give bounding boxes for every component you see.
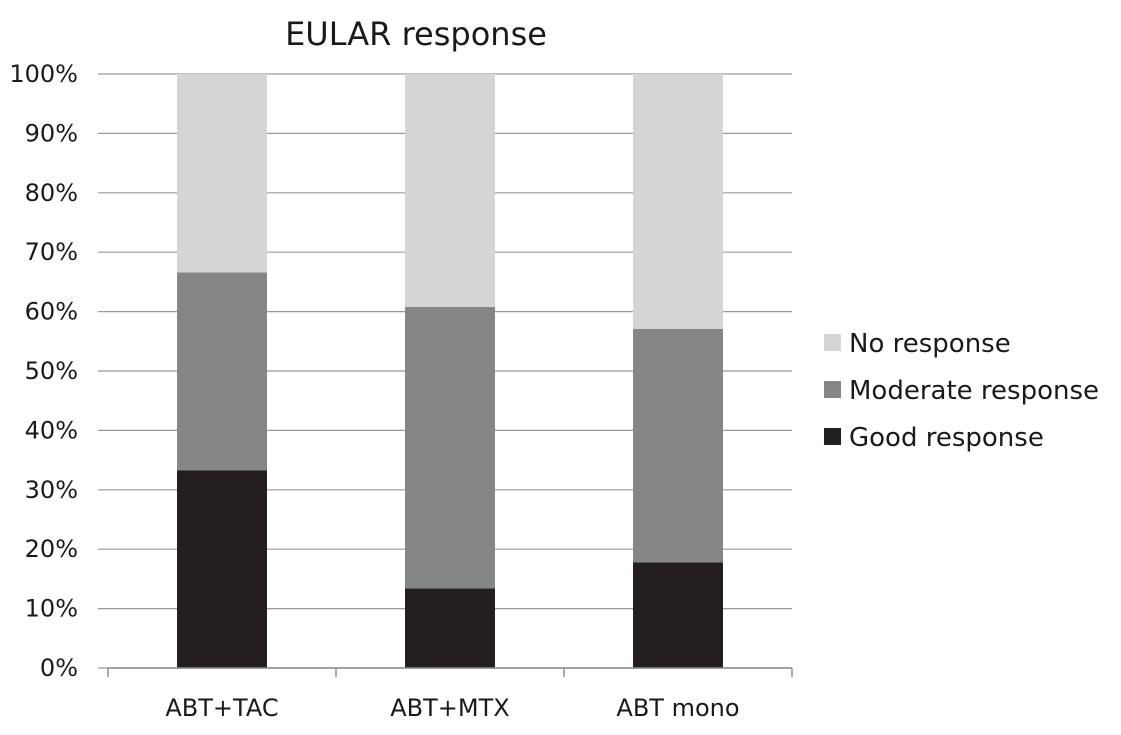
y-tick-label: 50% xyxy=(25,357,78,385)
x-axis xyxy=(107,667,793,677)
bar-segment-no-response xyxy=(177,74,267,273)
x-category-label: ABT+TAC xyxy=(165,694,278,722)
legend-swatch xyxy=(824,381,841,398)
chart-title: EULAR response xyxy=(285,15,547,53)
bar-segment-moderate-response xyxy=(177,272,267,471)
x-category-label: ABT+MTX xyxy=(390,694,509,722)
bar-segment-good-response xyxy=(177,470,267,668)
y-tick-label: 0% xyxy=(40,654,78,682)
y-tick-label: 80% xyxy=(25,179,78,207)
x-axis-category-labels: ABT+TAC ABT+MTX ABT mono xyxy=(165,694,739,722)
legend-label: No response xyxy=(849,329,1011,359)
legend-swatch xyxy=(824,428,841,445)
y-tick-label: 100% xyxy=(9,60,78,88)
bar-segment-good-response xyxy=(633,562,723,668)
y-tick-label: 10% xyxy=(25,595,78,623)
bar-segment-moderate-response xyxy=(633,328,723,563)
bar-segment-good-response xyxy=(405,588,495,668)
legend-swatch xyxy=(824,334,841,351)
y-tick-label: 70% xyxy=(25,238,78,266)
y-tick-label: 20% xyxy=(25,535,78,563)
bar-segment-no-response xyxy=(633,74,723,329)
y-tick-label: 60% xyxy=(25,298,78,326)
y-axis-tick-labels: 0% 10% 20% 30% 40% 50% 60% 70% 80% 90% 100% xyxy=(9,60,78,682)
y-tick-label: 30% xyxy=(25,476,78,504)
legend-label: Moderate response xyxy=(849,376,1099,406)
bars xyxy=(177,74,723,668)
legend: No response Moderate response Good respons… xyxy=(824,329,1099,453)
y-tick-label: 90% xyxy=(25,119,78,147)
y-tick-label: 40% xyxy=(25,416,78,444)
x-category-label: ABT mono xyxy=(616,694,739,722)
legend-label: Good response xyxy=(849,423,1044,453)
bar-segment-moderate-response xyxy=(405,306,495,589)
bar-segment-no-response xyxy=(405,74,495,307)
